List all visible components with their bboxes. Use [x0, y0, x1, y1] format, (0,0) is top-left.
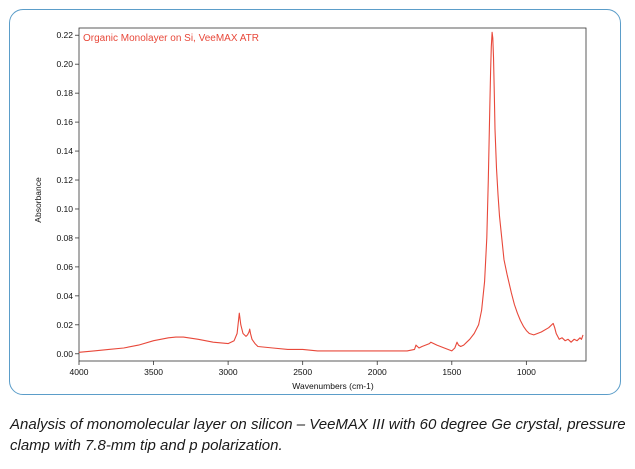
x-tick-label: 1500 [442, 367, 461, 377]
x-tick-label: 4000 [70, 367, 89, 377]
y-tick-label: 0.04 [56, 291, 73, 301]
y-tick-label: 0.14 [56, 146, 73, 156]
x-tick-label: 3500 [144, 367, 163, 377]
y-tick-label: 0.02 [56, 320, 73, 330]
y-tick-label: 0.18 [56, 88, 73, 98]
y-tick-label: 0.06 [56, 262, 73, 272]
chart-frame [9, 9, 621, 395]
x-tick-label: 2500 [293, 367, 312, 377]
plot-area: 4000 3500 3000 2500 2000 1500 1000 0.00 0.02 0.04… [56, 27, 587, 377]
x-tick-label: 2000 [368, 367, 387, 377]
y-tick-label: 0.22 [56, 30, 73, 40]
y-tick-label: 0.00 [56, 349, 73, 359]
chart-title: Organic Monolayer on Si, VeeMAX ATR [83, 33, 259, 44]
y-tick-label: 0.10 [56, 204, 73, 214]
spectrum-line [78, 31, 584, 353]
y-tick-label: 0.20 [56, 59, 73, 69]
x-tick-label: 1000 [517, 367, 536, 377]
x-axis-label: Wavenumbers (cm-1) [292, 381, 374, 391]
figure-caption: Analysis of monomolecular layer on silic… [10, 416, 626, 454]
y-tick-label: 0.16 [56, 117, 73, 127]
plot-border [78, 27, 587, 362]
y-axis-label: Absorbance [33, 177, 43, 223]
y-tick-label: 0.12 [56, 175, 73, 185]
y-tick-label: 0.08 [56, 233, 73, 243]
x-tick-label: 3000 [219, 367, 238, 377]
